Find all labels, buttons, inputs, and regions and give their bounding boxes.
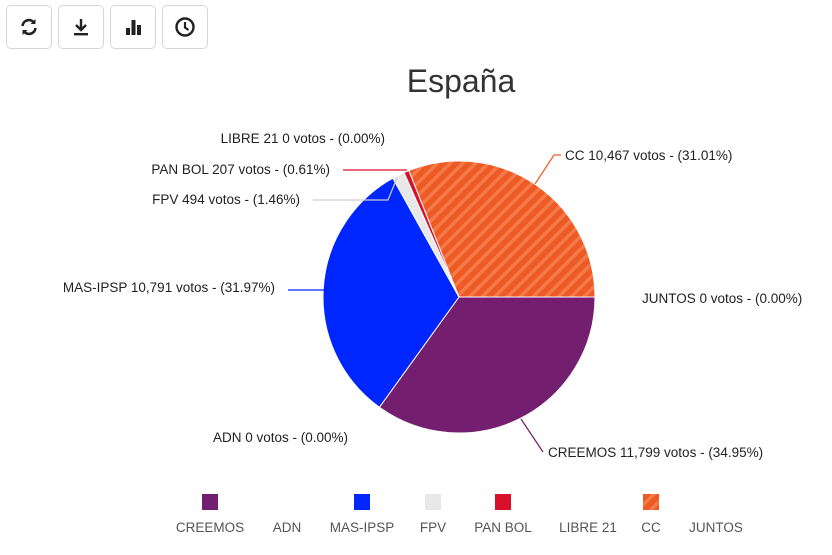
legend-label: ADN (273, 520, 302, 535)
data-label-pan-bol: PAN BOL 207 votos - (0.61%) (151, 162, 330, 177)
legend-label: PAN BOL (474, 520, 532, 535)
slice-cc[interactable] (408, 160, 596, 298)
legend-item-pan-bol[interactable]: PAN BOL (474, 494, 532, 535)
download-icon (74, 19, 88, 36)
clock-icon (175, 17, 195, 37)
data-label-adn: ADN 0 votos - (0.00%) (213, 430, 348, 445)
data-label-creemos: CREEMOS 11,799 votos - (34.95%) (548, 445, 763, 460)
slice-creemos[interactable] (378, 296, 596, 434)
leader-line (520, 418, 544, 453)
legend-item-cc[interactable]: CC (641, 494, 661, 535)
legend-label: MAS-IPSP (330, 520, 395, 535)
leader-line (313, 177, 398, 201)
leader-line (534, 154, 561, 185)
legend-swatch (643, 494, 659, 510)
legend-item-libre-21[interactable]: LIBRE 21 (559, 520, 617, 535)
legend-swatch (354, 494, 370, 510)
legend-item-fpv[interactable]: FPV (420, 494, 446, 535)
data-label-juntos: JUNTOS 0 votos - (0.00%) (642, 291, 802, 306)
download-button[interactable] (58, 5, 104, 49)
legend-label: CREEMOS (176, 520, 244, 535)
legend-item-mas-ipsp[interactable]: MAS-IPSP (330, 494, 395, 535)
refresh-button[interactable] (6, 5, 52, 49)
slice-mas-ipsp[interactable] (322, 177, 460, 408)
data-label-mas-ipsp: MAS-IPSP 10,791 votos - (31.97%) (63, 280, 275, 295)
legend-item-adn[interactable]: ADN (273, 520, 302, 535)
legend-swatch (202, 494, 218, 510)
refresh-icon (21, 18, 37, 36)
legend-label: LIBRE 21 (559, 520, 617, 535)
legend-item-juntos[interactable]: JUNTOS (689, 520, 743, 535)
legend-label: FPV (420, 520, 446, 535)
legend-label: CC (641, 520, 661, 535)
data-label-cc: CC 10,467 votos - (31.01%) (565, 148, 732, 163)
chart-title: España (407, 63, 516, 99)
toolbar (6, 5, 208, 49)
data-label-libre-21: LIBRE 21 0 votos - (0.00%) (221, 131, 385, 146)
legend-swatch (495, 494, 511, 510)
data-label-fpv: FPV 494 votos - (1.46%) (152, 192, 300, 207)
legend-item-creemos[interactable]: CREEMOS (176, 494, 244, 535)
bar-chart-icon (126, 20, 141, 35)
history-button[interactable] (162, 5, 208, 49)
legend-swatch (425, 494, 441, 510)
bar-chart-button[interactable] (110, 5, 156, 49)
legend-label: JUNTOS (689, 520, 743, 535)
